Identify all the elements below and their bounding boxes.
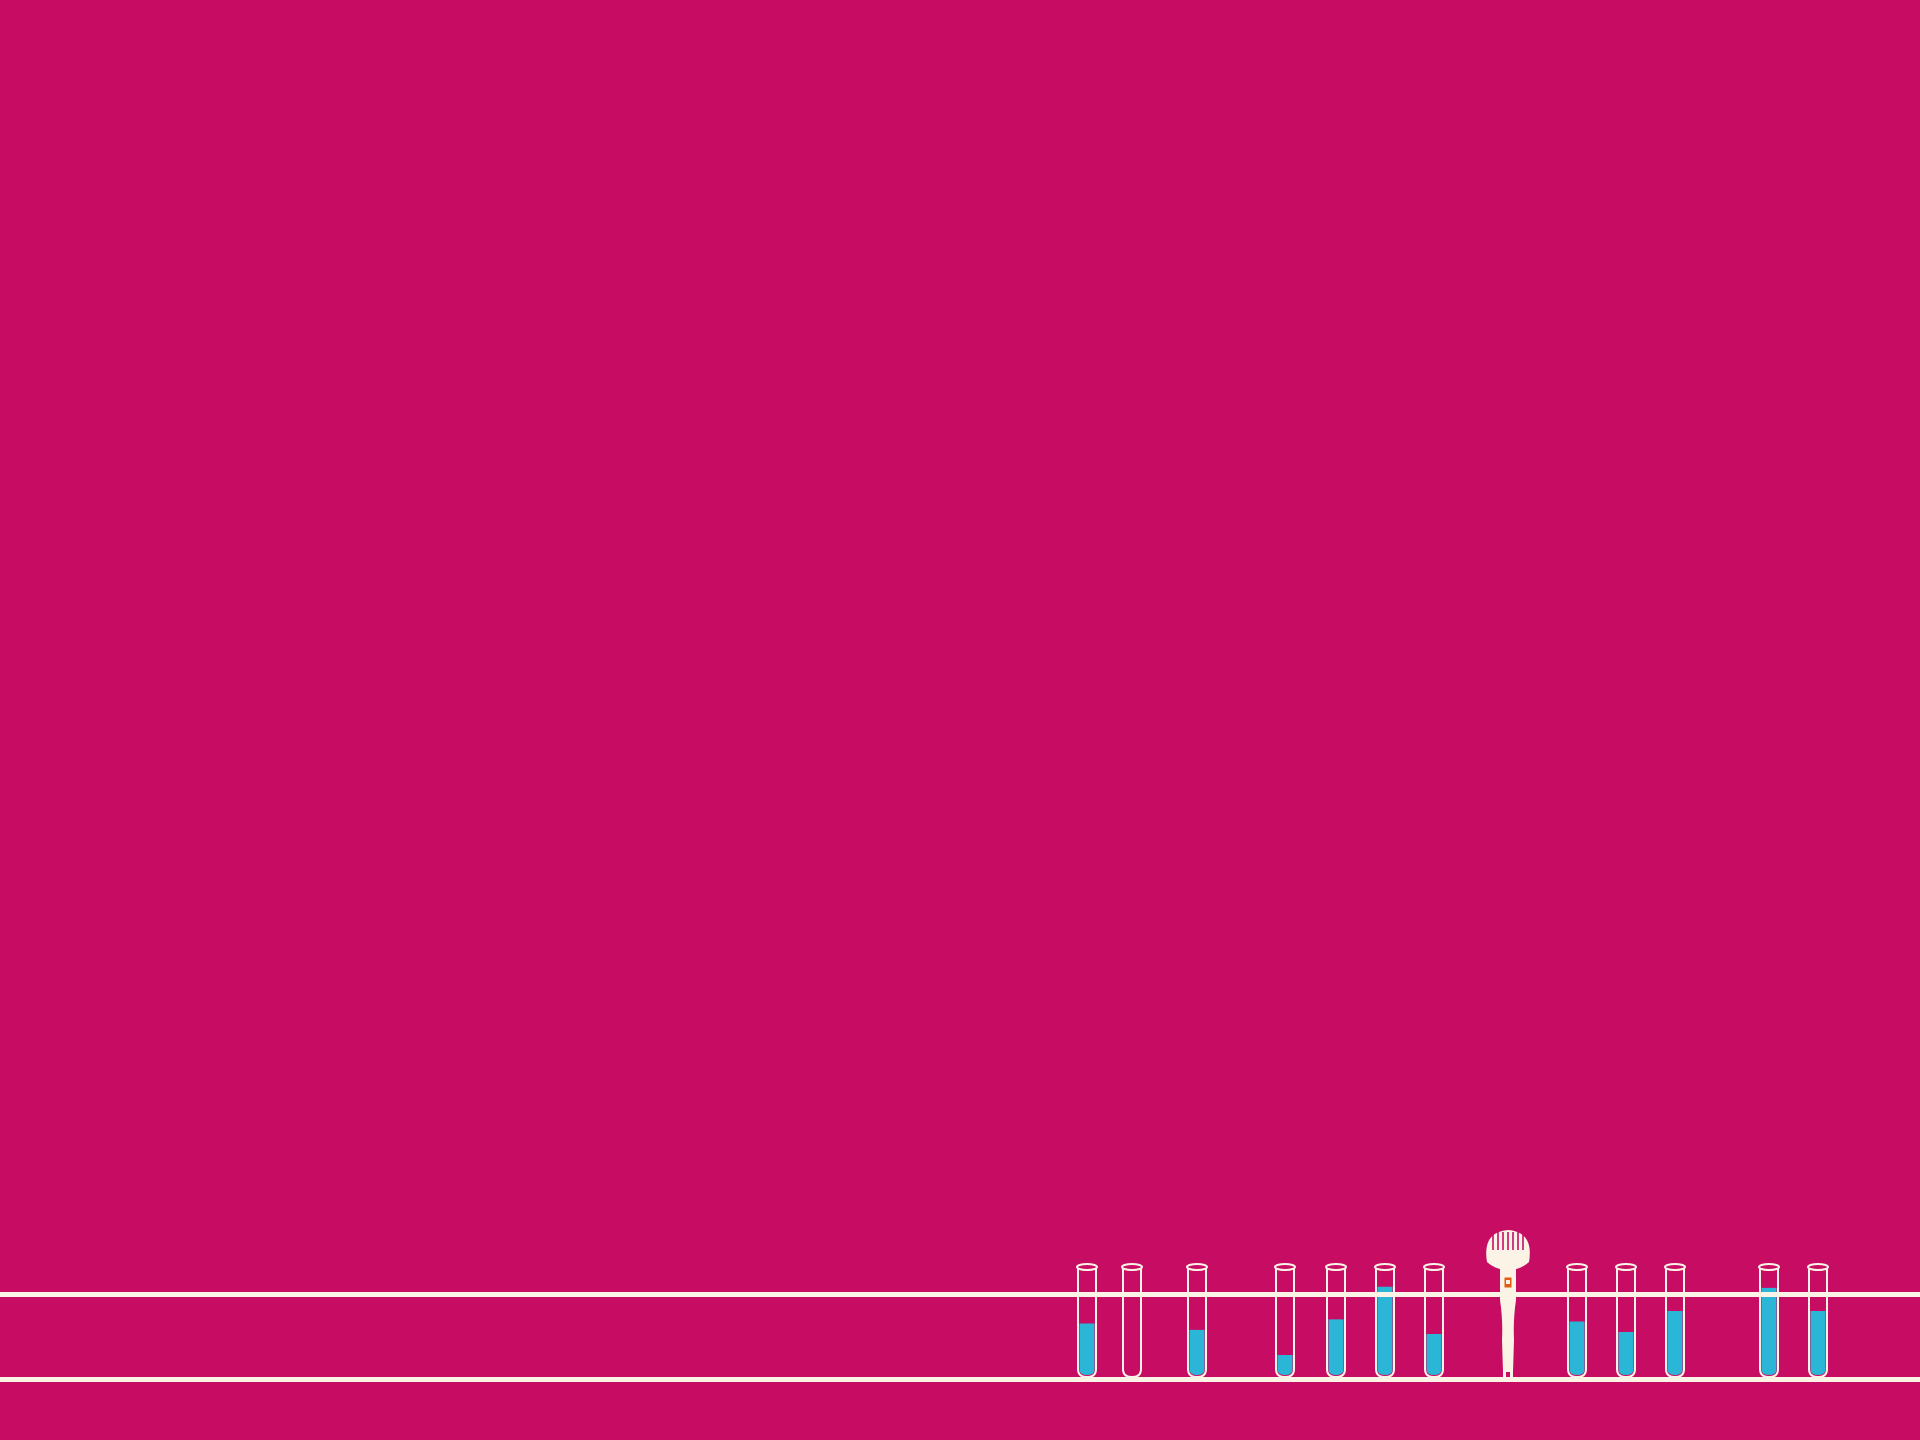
tube-rim (1325, 1263, 1347, 1271)
creature-leg (1503, 1371, 1506, 1378)
tube-rim (1076, 1263, 1098, 1271)
tube-liquid (1079, 1323, 1095, 1375)
tube-liquid (1618, 1331, 1634, 1375)
tube-rim (1186, 1263, 1208, 1271)
creature-eye (1506, 1280, 1510, 1284)
tube-liquid (1761, 1287, 1777, 1375)
tube-liquid (1569, 1321, 1585, 1375)
tube-rim (1807, 1263, 1829, 1271)
tube-liquid (1328, 1319, 1344, 1375)
tube-rim (1121, 1263, 1143, 1271)
tube-liquid (1377, 1286, 1393, 1375)
tube-rim (1758, 1263, 1780, 1271)
tube-liquid (1426, 1334, 1442, 1375)
upper-track-line (0, 1292, 1920, 1297)
tube-liquid (1810, 1310, 1826, 1375)
creature-leg (1510, 1371, 1513, 1378)
tube-rim (1374, 1263, 1396, 1271)
tube-rim (1566, 1263, 1588, 1271)
tube-rim (1423, 1263, 1445, 1271)
tube-rim (1274, 1263, 1296, 1271)
tube-rim (1664, 1263, 1686, 1271)
floor-line (0, 1377, 1920, 1382)
tube-liquid (1277, 1355, 1293, 1375)
tube-liquid (1189, 1329, 1205, 1375)
tube-liquid (1667, 1310, 1683, 1375)
tube-rim (1615, 1263, 1637, 1271)
